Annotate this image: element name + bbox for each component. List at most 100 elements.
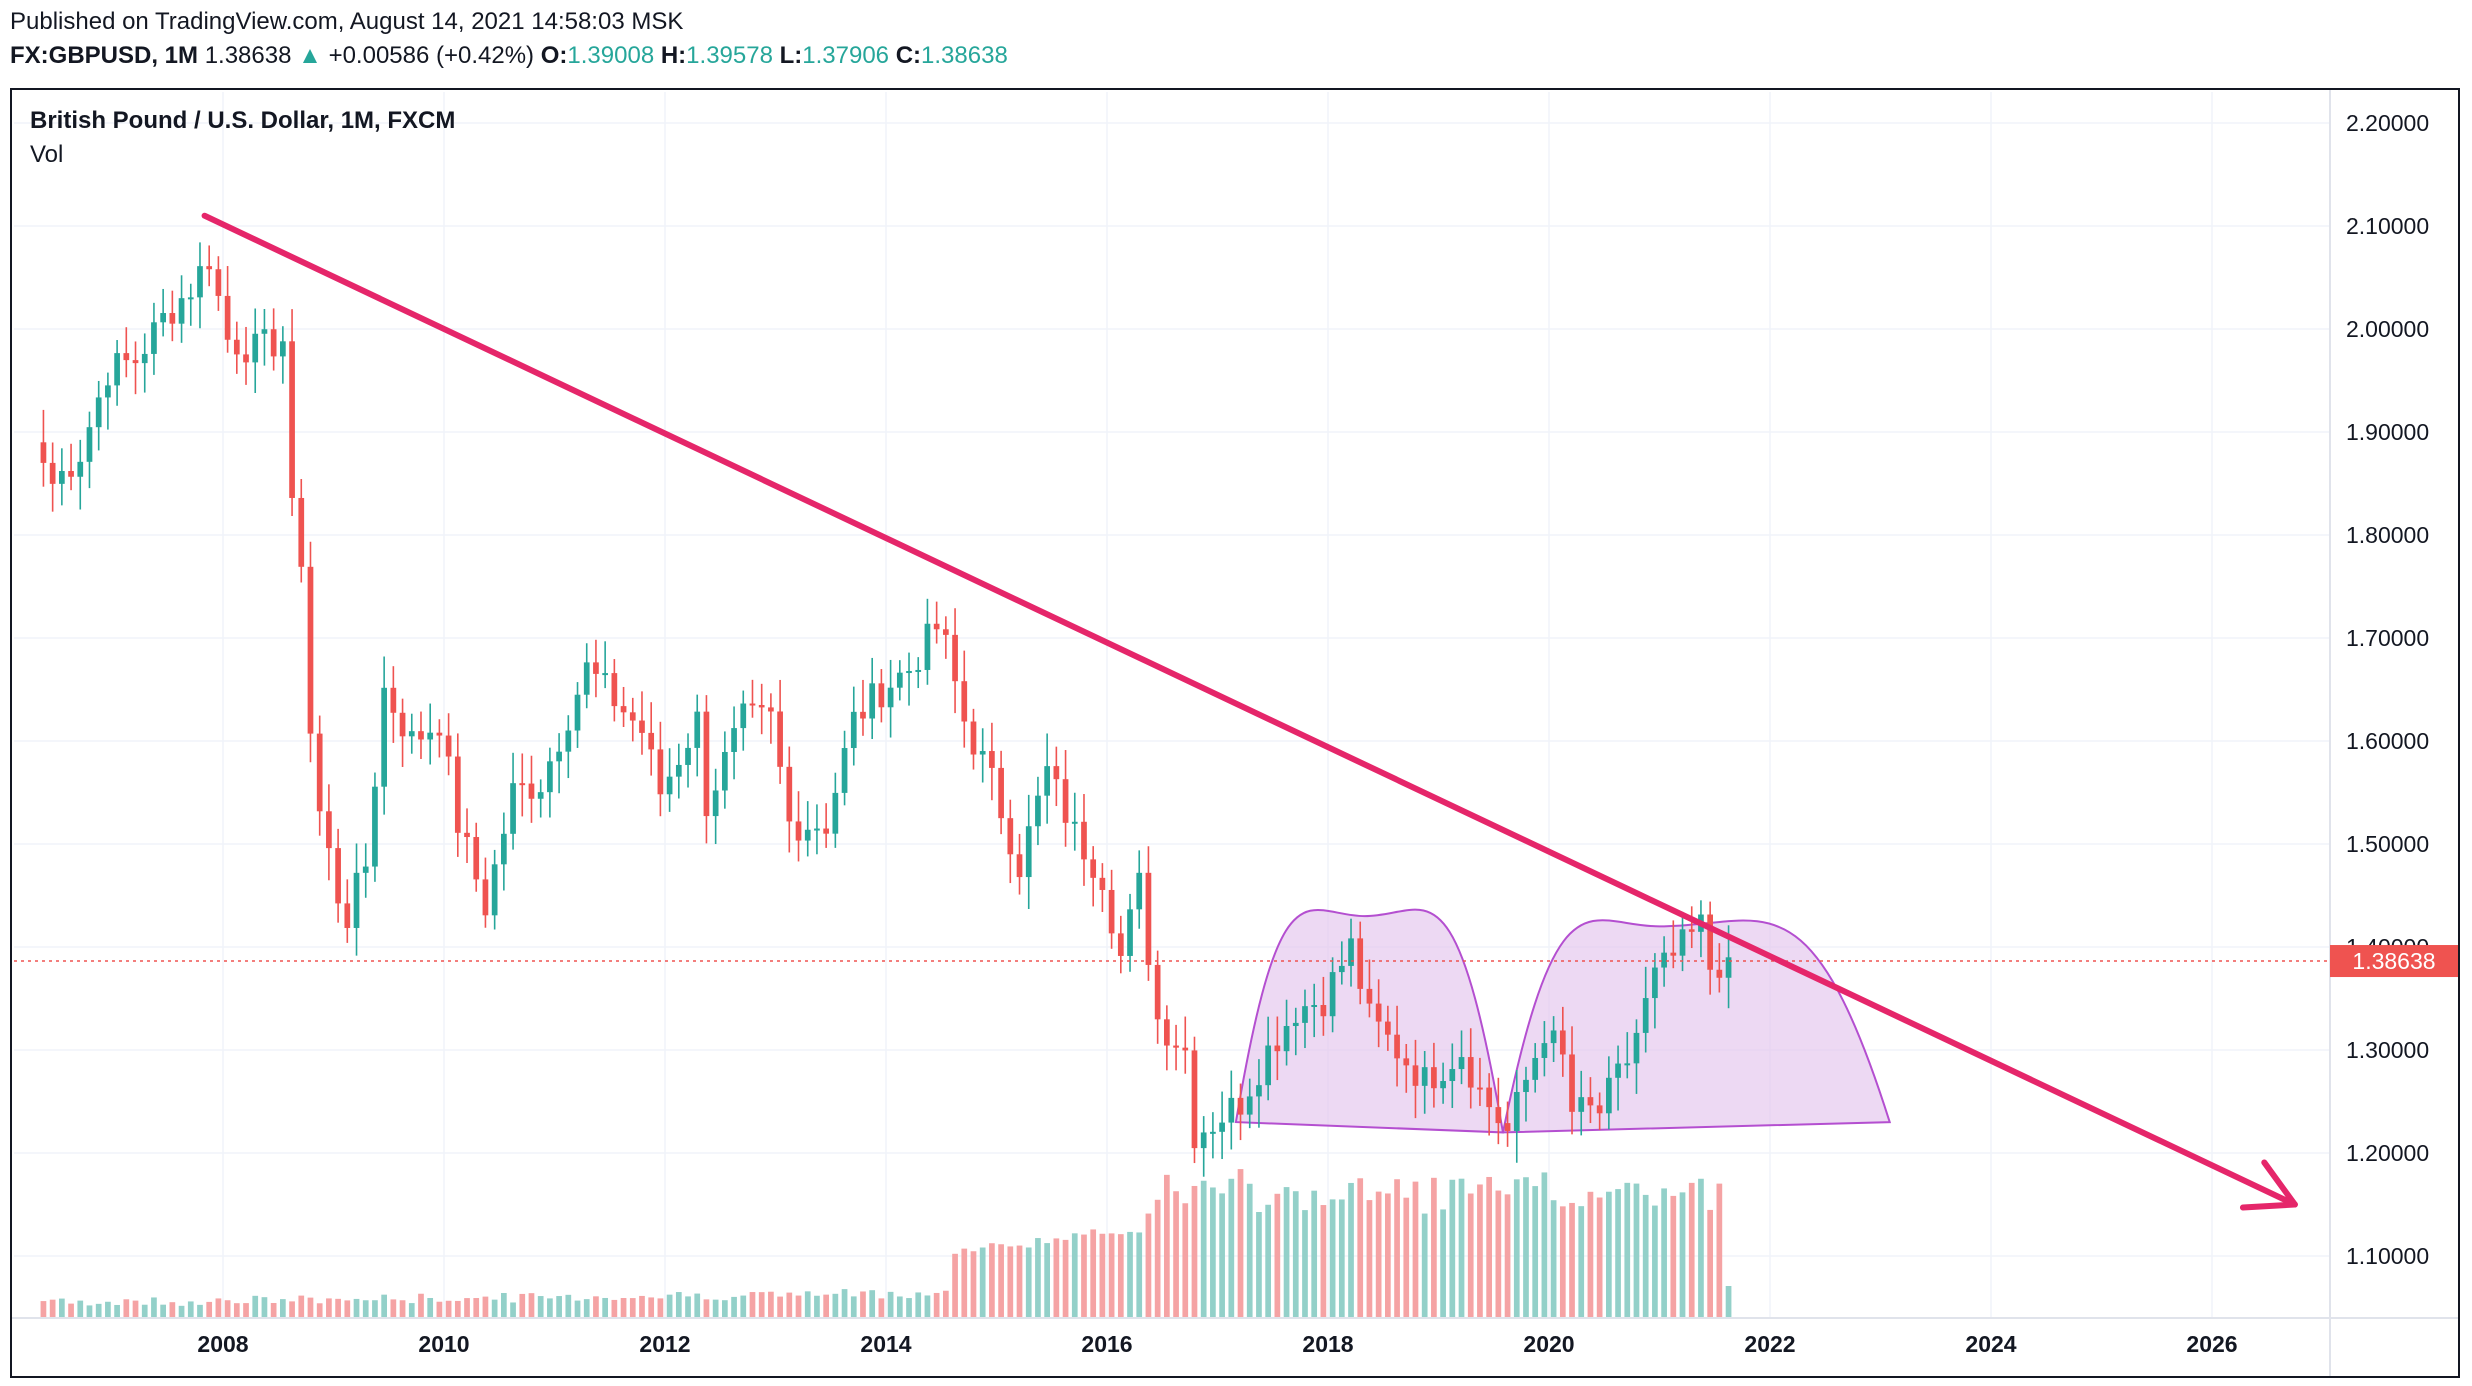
volume-bar	[915, 1292, 922, 1318]
candle-body	[1578, 1097, 1585, 1112]
candle-body	[95, 397, 102, 428]
candle-body	[841, 748, 848, 793]
volume-bar	[611, 1299, 618, 1318]
volume-bar	[132, 1300, 139, 1318]
candle-body	[611, 673, 618, 707]
volume-bar	[197, 1304, 203, 1318]
candle-body	[1707, 914, 1714, 970]
candle-body	[1633, 1032, 1640, 1064]
candle-body	[1652, 967, 1658, 999]
pattern-arc	[1501, 919, 1892, 1134]
volume-bar	[1513, 1179, 1520, 1318]
candle-body	[768, 707, 774, 712]
price-tick-label: 1.90000	[2346, 419, 2429, 445]
up-arrow-icon: ▲	[298, 42, 322, 69]
volume-bar	[1716, 1183, 1723, 1318]
volume-bar	[418, 1293, 424, 1318]
volume-bar	[860, 1291, 866, 1318]
price-tick-label: 1.30000	[2346, 1037, 2429, 1063]
candle-body	[989, 751, 995, 768]
candle-body	[1403, 1058, 1410, 1066]
candle-body	[49, 462, 56, 484]
volume-bar	[114, 1304, 120, 1318]
volume-bar	[574, 1300, 581, 1318]
candle-body	[703, 711, 710, 817]
volume-bar	[989, 1243, 995, 1318]
volume-bar	[123, 1299, 130, 1318]
candle-body	[869, 683, 876, 719]
volume-bar	[454, 1300, 461, 1318]
volume-bar	[307, 1297, 314, 1318]
candle-body	[777, 711, 783, 767]
volume-bar	[482, 1296, 489, 1318]
volume-bar	[298, 1295, 305, 1318]
candle-body	[823, 828, 830, 834]
candle-body	[1384, 1021, 1391, 1035]
candle-body	[804, 829, 811, 841]
high-value: 1.39578	[686, 42, 773, 69]
candle-body	[1071, 821, 1078, 824]
price-tick-label: 2.10000	[2346, 213, 2429, 239]
candle-body	[399, 712, 406, 737]
time-tick-label: 2014	[860, 1331, 911, 1357]
volume-bar	[279, 1299, 286, 1318]
candle-body	[1541, 1043, 1548, 1058]
candle-body	[1099, 877, 1106, 890]
candle-body	[1486, 1087, 1493, 1108]
chart-title: British Pound / U.S. Dollar, 1M, FXCM	[30, 107, 456, 134]
trendline-arrowhead	[2239, 1159, 2298, 1211]
price-tick-label: 1.50000	[2346, 831, 2429, 857]
candle-body	[666, 776, 673, 795]
volume-bar	[1099, 1233, 1106, 1318]
volume-bar	[233, 1303, 240, 1318]
candle-body	[289, 341, 295, 498]
time-axis[interactable]: 2008 2010 2012 2014 2016 2018 2020 2022 2024 2026	[197, 1331, 2237, 1357]
candle-body	[418, 731, 424, 740]
volume-bar	[1532, 1186, 1539, 1318]
volume-bar	[1274, 1193, 1281, 1318]
candle-body	[1504, 1123, 1511, 1131]
price-axis[interactable]: 2.20000 2.10000 2.00000 1.90000 1.80000 1.700…	[2346, 110, 2429, 1269]
volume-bar	[620, 1298, 627, 1318]
volume-bar	[887, 1291, 894, 1318]
volume-bar	[786, 1292, 793, 1318]
volume-bar	[519, 1293, 526, 1318]
time-tick-label: 2008	[197, 1331, 248, 1357]
candle-body	[344, 903, 351, 928]
candle-body	[1624, 1063, 1631, 1066]
symbol-label[interactable]: FX:GBPUSD, 1M	[10, 42, 199, 69]
candle-body	[1090, 859, 1097, 878]
candle-body	[758, 705, 765, 708]
candle-body	[1679, 929, 1686, 956]
volume-bar	[878, 1298, 885, 1318]
candle-body	[381, 687, 388, 787]
candle-body	[1108, 889, 1115, 934]
candle-body	[528, 783, 535, 799]
candle-body	[1421, 1067, 1428, 1086]
volume-bar	[1421, 1213, 1428, 1318]
volume-bar	[832, 1293, 839, 1318]
trendline[interactable]	[201, 212, 2298, 1211]
candle-body	[1154, 964, 1161, 1020]
volume-bar	[427, 1297, 434, 1318]
candle-body	[1513, 1092, 1520, 1131]
candle-body	[1532, 1057, 1539, 1080]
price-tag-bg	[2330, 945, 2458, 978]
volume-bar	[1071, 1233, 1078, 1318]
volume-bar	[685, 1296, 691, 1318]
candle-body	[1440, 1081, 1446, 1089]
volume-bar	[906, 1298, 912, 1318]
volume-bar	[95, 1303, 102, 1318]
volume-bar	[1707, 1209, 1714, 1318]
volume-bar	[224, 1300, 231, 1318]
volume-bar	[473, 1298, 480, 1318]
volume-bar	[583, 1299, 590, 1318]
volume-bar	[77, 1300, 84, 1318]
volume-bar	[326, 1298, 332, 1318]
volume-bar	[1504, 1194, 1511, 1318]
candles	[40, 242, 1732, 1177]
candle-body	[132, 360, 139, 364]
candle-body	[123, 353, 130, 361]
volume-bar	[731, 1296, 737, 1318]
